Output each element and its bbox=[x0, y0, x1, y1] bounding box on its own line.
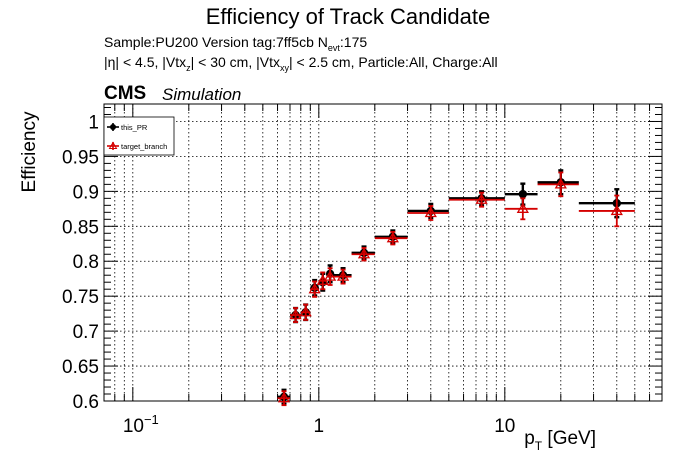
x-tick-label: 1 bbox=[314, 416, 325, 437]
selection-cuts: |η| < 4.5, |Vtxz| < 30 cm, |Vtxxy| < 2.5… bbox=[104, 54, 498, 73]
y-tick-label: 0.65 bbox=[62, 357, 99, 378]
legend-marker bbox=[110, 124, 116, 130]
grid-lines bbox=[103, 104, 663, 402]
y-tick-label: 0.6 bbox=[73, 392, 99, 413]
chart-title: Efficiency of Track Candidate bbox=[205, 4, 491, 29]
y-tick-label: 0.7 bbox=[73, 322, 99, 343]
nevt-value: :175 bbox=[339, 34, 368, 50]
series-target_branch bbox=[277, 171, 635, 407]
y-tick-label: 0.95 bbox=[62, 147, 99, 168]
legend-label: target_branch bbox=[121, 142, 167, 151]
data-point bbox=[323, 270, 337, 281]
series-this_PR bbox=[277, 169, 635, 405]
cut-z-subscript: z bbox=[186, 63, 191, 73]
cut-mid: | < 30 cm, |Vtx bbox=[190, 54, 280, 70]
cms-label: CMS bbox=[104, 83, 147, 104]
y-axis-label: Efficiency bbox=[19, 111, 40, 192]
y-tick-label: 0.8 bbox=[73, 252, 99, 273]
x-axis-label: pT [GeV] bbox=[524, 428, 596, 453]
data-point bbox=[554, 178, 567, 189]
x-axis-label-sub: T bbox=[535, 439, 543, 453]
data-point bbox=[516, 202, 529, 213]
sample-info: Sample:PU200 Version tag:7ff5cb Nevt:175 bbox=[104, 34, 367, 53]
legend-label: this_PR bbox=[121, 123, 148, 132]
cut-rest: | < 2.5 cm, Particle:All, Charge:All bbox=[288, 54, 498, 70]
data-point bbox=[386, 231, 399, 243]
x-axis-label-unit: [GeV] bbox=[542, 428, 596, 449]
data-point bbox=[357, 247, 371, 259]
y-tick-label: 1 bbox=[88, 112, 99, 133]
data-point bbox=[518, 189, 528, 199]
plot-frame bbox=[103, 103, 663, 402]
data-point bbox=[336, 270, 350, 281]
tick-labels: 0.6 0.65 0.7 0.75 0.8 0.85 0.9 0.95 1 10−1 1 10 bbox=[62, 112, 515, 437]
x-tick-label: 10−1 bbox=[123, 412, 159, 437]
data-point bbox=[308, 282, 321, 294]
legend: this_PR target_branch bbox=[103, 116, 175, 156]
data-point bbox=[299, 305, 312, 317]
cut-xy-subscript: xy bbox=[279, 63, 289, 73]
data-point bbox=[424, 206, 437, 218]
data-series bbox=[277, 169, 635, 407]
legend-marker bbox=[108, 141, 118, 149]
axis-ticks bbox=[103, 104, 663, 402]
y-tick-label: 0.9 bbox=[73, 182, 99, 203]
simulation-label: Simulation bbox=[162, 85, 242, 104]
data-point bbox=[277, 391, 291, 403]
data-point bbox=[289, 308, 302, 320]
y-tick-label: 0.85 bbox=[62, 217, 99, 238]
x-axis-label-main: p bbox=[524, 428, 535, 449]
nevt-subscript: evt bbox=[327, 43, 340, 53]
cut-eta: |η| < 4.5, |Vtx bbox=[104, 54, 187, 70]
x-tick-label: 10 bbox=[494, 416, 515, 437]
data-point bbox=[610, 204, 623, 216]
data-point bbox=[475, 193, 488, 204]
y-tick-label: 0.75 bbox=[62, 287, 99, 308]
sample-text: Sample:PU200 Version tag:7ff5cb N bbox=[104, 34, 328, 50]
